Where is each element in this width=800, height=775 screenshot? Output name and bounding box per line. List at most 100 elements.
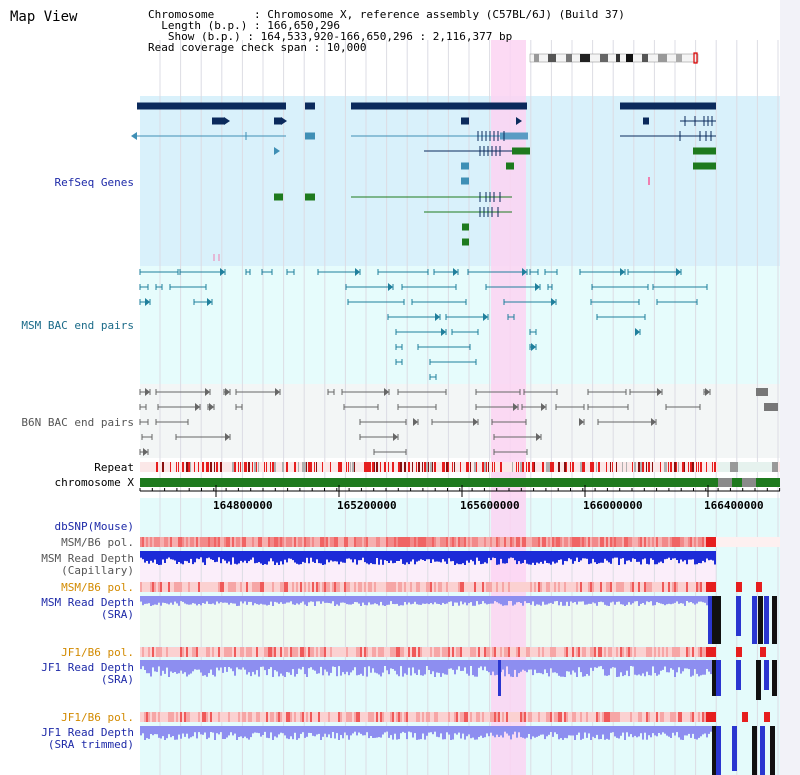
bac-end-pair [431, 418, 479, 426]
gene-block [462, 223, 469, 231]
gene-block [305, 132, 315, 140]
bac-end-pair [317, 268, 361, 276]
gene-block [212, 117, 224, 125]
length-info: Length (b.p.) : 166,650,296 [148, 19, 341, 32]
polymorphism-tracks[interactable] [140, 537, 780, 722]
bac-end-pair [223, 388, 231, 396]
bac-end-pair [627, 268, 682, 276]
bac-end-pair [417, 344, 471, 350]
bac-end-pair [555, 404, 585, 410]
bac-end-pair [475, 389, 521, 395]
bac-end-pair [373, 449, 407, 455]
track-label-jf1-depth-trimmed[interactable]: JF1 Read Depth (SRA trimmed) [41, 726, 134, 751]
track-label-jf1-pol-trimmed[interactable]: JF1/B6 pol. [61, 711, 134, 724]
bac-end-pair [665, 404, 701, 410]
gene-block [274, 193, 283, 201]
bac-end-pair [596, 314, 646, 320]
bac-end-pair [139, 284, 149, 290]
gene-block [305, 193, 315, 201]
gene-block [274, 117, 281, 125]
bac-end-pair [597, 418, 657, 426]
bac-end-pair [507, 314, 515, 320]
gene-block [512, 147, 530, 155]
axis-tick-label: 164800000 [213, 499, 273, 512]
bac-end-pair [286, 269, 295, 275]
position-axis [139, 485, 781, 497]
axis-tick-label: 166400000 [704, 499, 764, 512]
bac-end-pair [387, 313, 441, 321]
track-label-dbsnp[interactable]: dbSNP(Mouse) [54, 520, 134, 533]
axis-tick-label: 165600000 [460, 499, 520, 512]
track-label-repeat[interactable]: Repeat [94, 461, 134, 474]
bac-end-pair [235, 388, 281, 396]
b6n-bac-track-bg [140, 384, 780, 458]
bac-end-pair [591, 284, 649, 290]
bac-end-pair [139, 388, 151, 396]
track-label-msm-pol-sra[interactable]: MSM/B6 pol. [61, 581, 134, 594]
bac-end-pair [141, 434, 153, 440]
read-depth-tracks[interactable] [140, 551, 777, 775]
track-label-jf1-pol[interactable]: JF1/B6 pol. [61, 646, 134, 659]
track-label-msm-bac[interactable]: MSM BAC end pairs [21, 319, 134, 332]
bac-end-pair [139, 419, 149, 425]
msm-bac-features[interactable] [139, 268, 708, 380]
gene-block [461, 177, 469, 185]
bac-end-pair [523, 389, 558, 395]
gene-block [500, 132, 528, 140]
bac-end-pair [139, 448, 149, 456]
gene-block [693, 147, 716, 155]
refseq-gene-features[interactable] [131, 102, 716, 262]
bac-end-pair [579, 268, 626, 276]
bac-end-pair [395, 328, 447, 336]
bac-end-pair [155, 419, 189, 425]
bac-end-pair [401, 284, 457, 290]
bac-end-pair [155, 388, 211, 396]
bac-end-pair [547, 284, 553, 290]
axis-tick-label: 166000000 [583, 499, 643, 512]
bac-end-pair [656, 299, 698, 305]
bac-end-pair [587, 404, 629, 410]
track-label-jf1-depth-sra[interactable]: JF1 Read Depth (SRA) [41, 661, 134, 686]
bac-end-pair [377, 269, 429, 275]
bac-end-pair [139, 404, 147, 410]
bac-end-pair [590, 299, 640, 305]
bac-end-pair [433, 268, 459, 276]
bac-end-pair [343, 404, 379, 410]
bac-end-pair [235, 404, 243, 410]
refseq-track-bg [140, 96, 780, 266]
track-label-chromosome[interactable]: chromosome X [54, 476, 134, 489]
right-margin [780, 0, 800, 775]
bac-end-pair [193, 298, 213, 306]
bac-end-pair [445, 313, 489, 321]
bac-end-pair [503, 298, 557, 306]
gene-block [620, 102, 716, 110]
bac-end-pair [491, 419, 527, 425]
bac-end-pair [485, 283, 541, 291]
gene-block [137, 102, 286, 110]
bac-end-pair [467, 268, 528, 276]
bac-end-pair [359, 419, 407, 425]
bac-end-pair [544, 269, 558, 275]
chromosome-bar[interactable] [140, 478, 780, 487]
chromosome-info: Chromosome : Chromosome X, reference ass… [148, 9, 625, 53]
gene-block [693, 162, 716, 170]
coverage-span-info: Read coverage check span : 10,000 [148, 41, 367, 54]
track-label-msm-depth-capillary[interactable]: MSM Read Depth (Capillary) [41, 552, 134, 577]
bac-end-pair [397, 389, 447, 395]
track-label-msm-pol[interactable]: MSM/B6 pol. [61, 536, 134, 549]
b6n-bac-features[interactable] [139, 388, 778, 456]
bac-end-pair [587, 389, 627, 395]
bac-end-pair [139, 298, 151, 306]
bac-end-pair [451, 329, 479, 335]
track-label-b6n-bac[interactable]: B6N BAC end pairs [21, 416, 134, 429]
repeat-track[interactable] [140, 462, 780, 472]
track-label-refseq[interactable]: RefSeq Genes [54, 176, 134, 189]
track-label-msm-depth-sra[interactable]: MSM Read Depth (SRA) [41, 596, 134, 621]
gene-block [351, 102, 527, 110]
bac-end-pair [529, 269, 539, 275]
bac-end-pair [493, 449, 528, 455]
gene-block [462, 238, 469, 246]
bac-end-pair [429, 374, 437, 380]
